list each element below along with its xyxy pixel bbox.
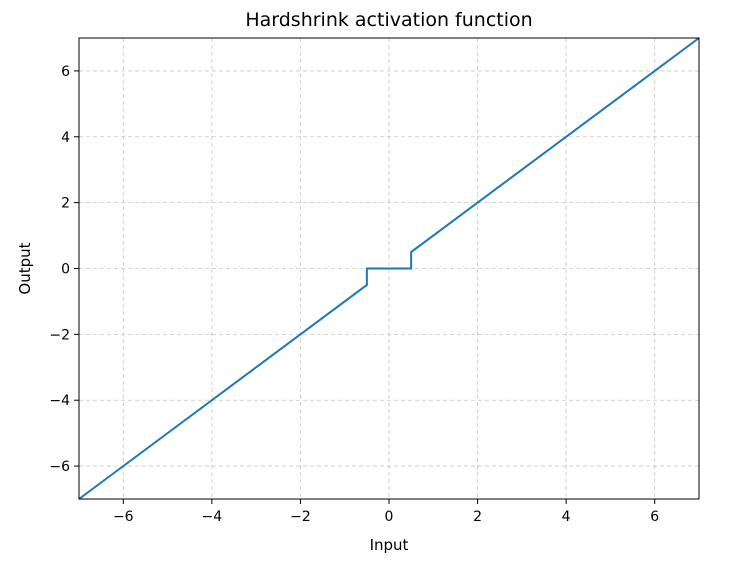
- series-line: [78, 37, 700, 500]
- x-tick-label: −4: [202, 509, 223, 525]
- y-tick-label: −6: [49, 459, 70, 475]
- y-tick-label: 4: [61, 130, 70, 146]
- x-tick-label: 6: [650, 509, 659, 525]
- x-tick-label: 4: [562, 509, 571, 525]
- x-tick-label: −2: [290, 509, 311, 525]
- y-tick-label: −4: [49, 393, 70, 409]
- y-tick-label: 2: [61, 196, 70, 212]
- x-axis-label: Input: [370, 536, 409, 554]
- series-layer: [78, 37, 700, 500]
- x-tick-label: −6: [113, 509, 134, 525]
- chart-title: Hardshrink activation function: [245, 9, 532, 31]
- y-tick-label: 6: [61, 64, 70, 80]
- x-tick-label: 2: [473, 509, 482, 525]
- y-tick-label: 0: [61, 262, 70, 278]
- y-axis-label: Output: [16, 242, 34, 294]
- x-tick-label: 0: [385, 509, 394, 525]
- tick-layer: −6 −4 −2 0 2 4 6 −6 −4 −2 0 2 4 6: [49, 64, 659, 525]
- y-tick-label: −2: [49, 327, 70, 343]
